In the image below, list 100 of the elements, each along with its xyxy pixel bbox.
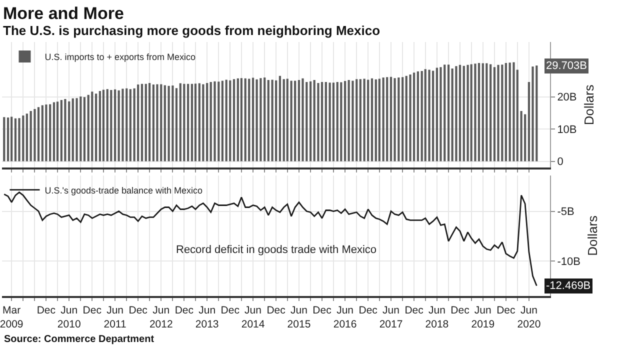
bar	[37, 107, 40, 162]
annotation: Record deficit in goods trade with Mexico	[176, 244, 377, 256]
x-tick-label: Jun 2014	[241, 304, 265, 330]
bar	[60, 100, 62, 162]
bar	[378, 78, 380, 162]
bar	[271, 80, 274, 162]
x-tick-label: Jun 2010	[57, 304, 81, 330]
bar	[214, 81, 216, 162]
x-tick-label: Jun 2018	[425, 304, 449, 330]
bar	[344, 81, 346, 162]
bar	[179, 83, 182, 162]
bar	[175, 88, 178, 162]
bar	[455, 66, 458, 162]
bar	[267, 80, 270, 162]
bar	[402, 77, 404, 162]
bar	[87, 94, 90, 162]
bar	[386, 77, 388, 162]
bar	[390, 76, 392, 162]
legend-label: U.S.'s goods-trade balance with Mexico	[44, 185, 203, 196]
x-tick-label: Mar 2009	[0, 304, 24, 330]
x-tick-label: Dec	[496, 304, 516, 317]
bar	[444, 64, 446, 162]
chart-subtitle: The U.S. is purchasing more goods from neighboring Mexico	[3, 23, 380, 38]
bar	[462, 66, 465, 162]
y-axis-title: Dollars	[585, 214, 600, 256]
bar	[118, 90, 120, 162]
bar	[348, 80, 350, 162]
x-tick-label: Dec	[450, 304, 470, 317]
bar	[133, 88, 136, 162]
x-tick-label: Jun 2020	[517, 304, 541, 330]
bar	[256, 79, 258, 162]
bar	[232, 79, 236, 162]
bar	[22, 116, 24, 162]
bar	[440, 67, 442, 162]
bar	[398, 77, 400, 162]
bar	[508, 62, 511, 162]
bar	[306, 82, 308, 162]
x-tick-label: Dec	[404, 304, 424, 317]
bar	[275, 80, 278, 162]
bar	[80, 96, 82, 162]
bar	[536, 66, 538, 162]
bar	[106, 89, 108, 162]
bar	[310, 81, 312, 162]
bar	[466, 64, 469, 162]
bar	[501, 64, 504, 162]
bar	[359, 79, 362, 162]
bar	[313, 80, 316, 162]
bar	[110, 90, 112, 162]
bar	[352, 80, 354, 162]
bar	[240, 78, 242, 162]
bar	[260, 78, 262, 162]
bar	[6, 117, 10, 162]
bar	[129, 89, 132, 162]
bar	[482, 63, 484, 162]
bar	[248, 78, 250, 162]
bar	[14, 118, 17, 162]
bar	[420, 71, 423, 162]
bar	[497, 64, 500, 162]
legend-label: U.S. imports to + exports from Mexico	[44, 52, 196, 62]
bar	[451, 68, 454, 162]
annotation: 29.703B	[546, 60, 587, 72]
bar	[41, 105, 44, 162]
bar	[83, 97, 86, 162]
bar	[252, 78, 254, 162]
bar	[18, 118, 20, 162]
bar	[363, 78, 366, 162]
bar	[72, 98, 74, 162]
bar	[286, 78, 288, 162]
bar	[524, 114, 526, 162]
bar	[298, 80, 300, 162]
bar	[156, 84, 158, 162]
bar	[102, 90, 105, 162]
bar	[244, 78, 246, 162]
bar	[187, 84, 190, 162]
bar	[324, 82, 327, 162]
bar	[290, 80, 292, 162]
bar	[356, 79, 358, 162]
bar	[218, 82, 220, 162]
bar	[470, 64, 472, 162]
bar	[3, 117, 6, 162]
bar	[428, 70, 430, 162]
bar	[282, 79, 285, 162]
bar	[137, 84, 140, 162]
bar	[490, 64, 492, 162]
bar	[34, 109, 36, 162]
bar	[52, 102, 56, 162]
bar	[10, 116, 13, 162]
bar	[474, 64, 476, 162]
bar	[432, 70, 434, 162]
bar	[302, 78, 304, 162]
x-tick-label: Jun 2013	[195, 304, 219, 330]
bar	[424, 69, 426, 162]
bar	[412, 72, 416, 162]
y-tick-label: 20B	[557, 92, 577, 104]
bar	[416, 71, 419, 162]
bar	[512, 62, 515, 162]
bar	[486, 63, 488, 162]
bar	[436, 68, 438, 162]
bar	[409, 74, 412, 162]
bar	[152, 84, 154, 162]
